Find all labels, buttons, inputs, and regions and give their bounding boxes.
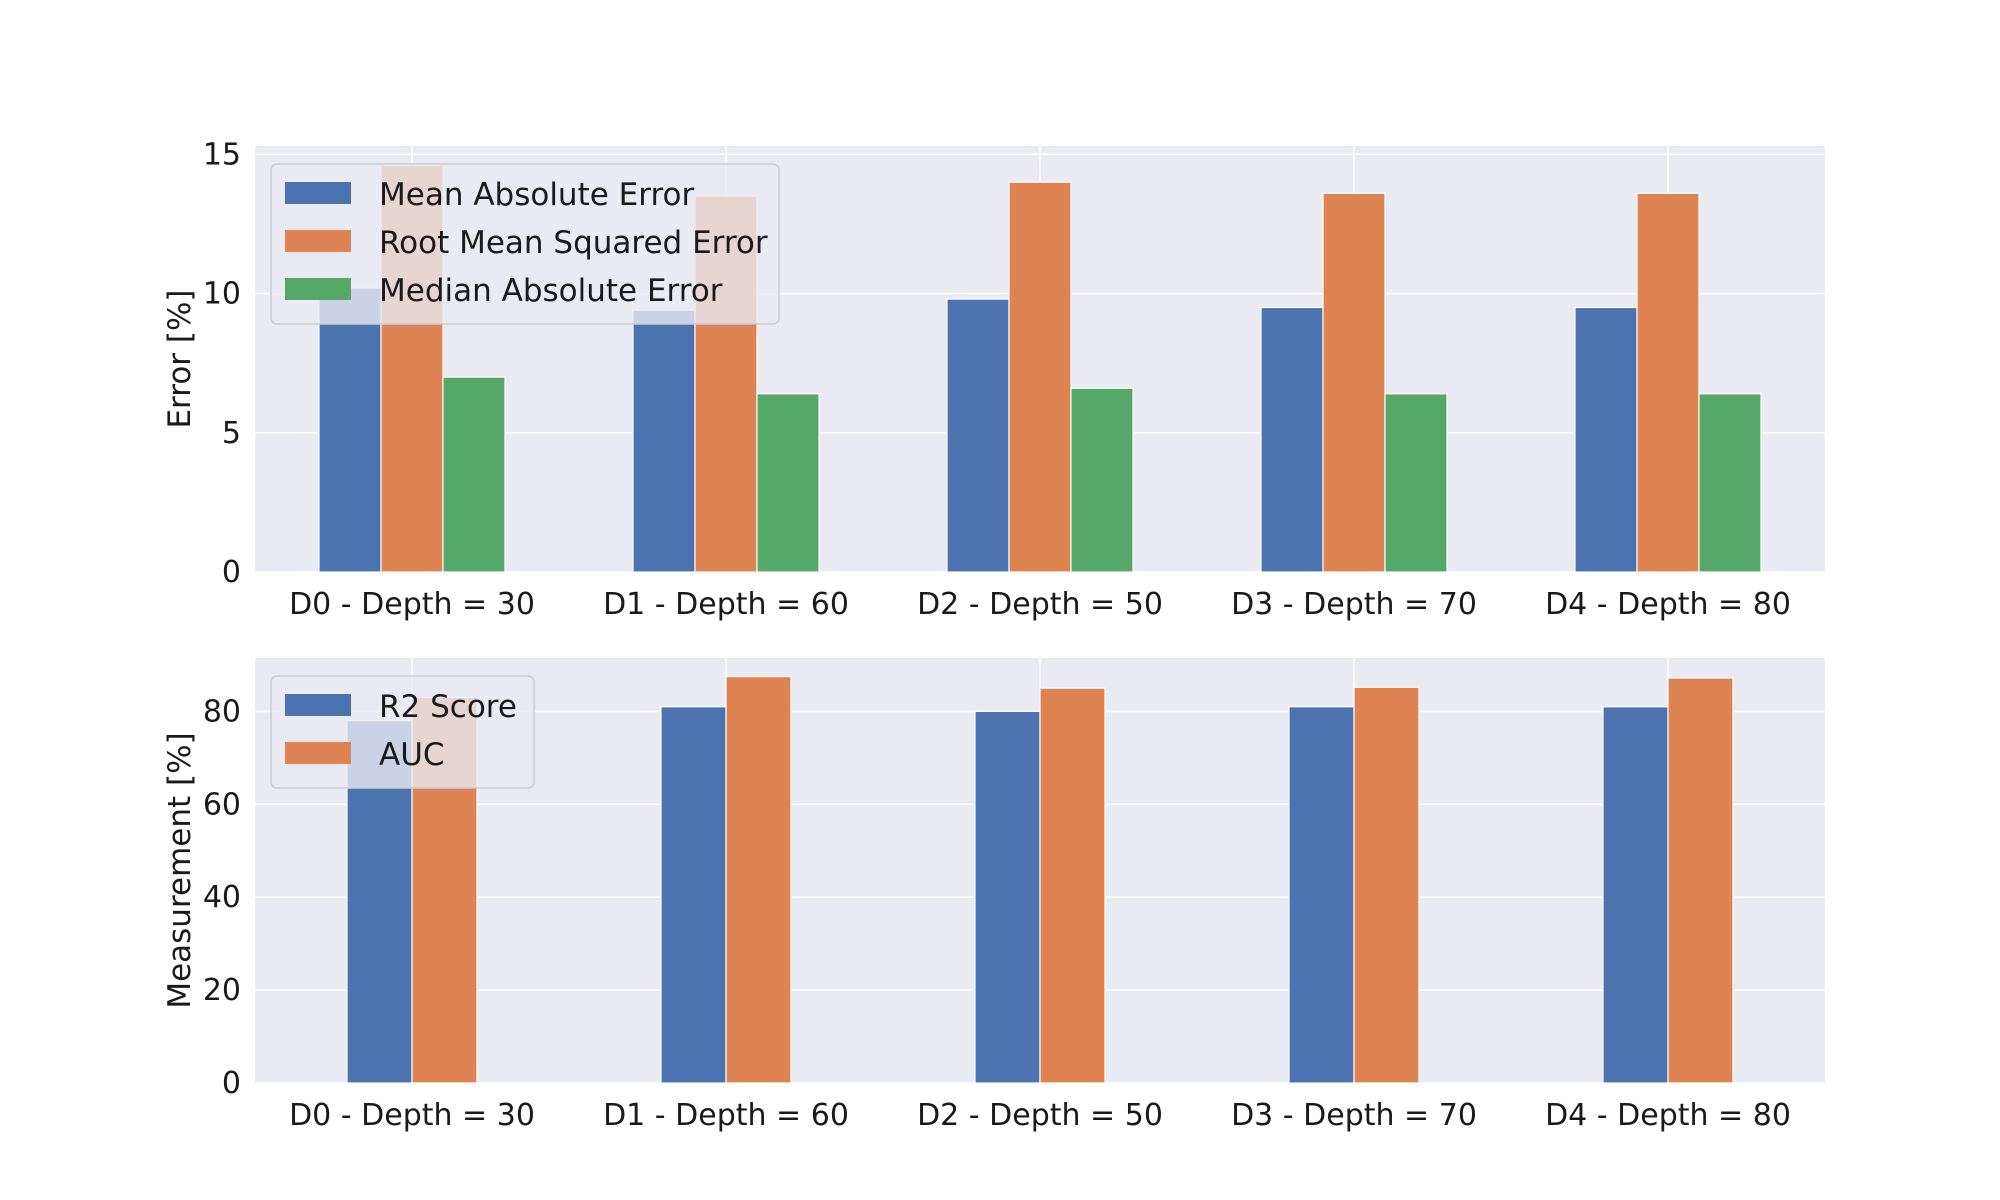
legend-box bbox=[270, 163, 780, 325]
y-tick-label: 60 bbox=[203, 787, 241, 822]
x-tick-label: D2 - Depth = 50 bbox=[917, 587, 1163, 622]
legend-swatch bbox=[285, 278, 351, 300]
x-tick-label: D4 - Depth = 80 bbox=[1545, 1098, 1791, 1133]
bar bbox=[632, 309, 696, 573]
y-axis-label: Measurement [%] bbox=[162, 732, 198, 1008]
legend-swatch bbox=[285, 742, 351, 764]
bar bbox=[318, 287, 382, 573]
bar bbox=[1574, 306, 1638, 573]
legend-label: AUC bbox=[379, 737, 445, 773]
y-tick-label: 15 bbox=[203, 137, 241, 172]
bar bbox=[1039, 687, 1106, 1084]
y-tick-label: 80 bbox=[203, 694, 241, 729]
bar bbox=[1260, 306, 1324, 573]
y-tick-label: 20 bbox=[203, 973, 241, 1008]
x-tick-label: D0 - Depth = 30 bbox=[289, 587, 535, 622]
bar bbox=[1353, 686, 1420, 1084]
x-tick-label: D2 - Depth = 50 bbox=[917, 1098, 1163, 1133]
bar bbox=[660, 706, 727, 1084]
legend-label: Mean Absolute Error bbox=[379, 177, 694, 213]
y-tick-label: 0 bbox=[222, 1066, 241, 1101]
bar bbox=[756, 393, 820, 573]
legend-swatch bbox=[285, 694, 351, 716]
y-tick-label: 40 bbox=[203, 880, 241, 915]
x-tick-label: D1 - Depth = 60 bbox=[603, 1098, 849, 1133]
x-tick-label: D1 - Depth = 60 bbox=[603, 587, 849, 622]
x-tick-label: D4 - Depth = 80 bbox=[1545, 587, 1791, 622]
bar bbox=[1636, 192, 1700, 573]
bar bbox=[1384, 393, 1448, 573]
y-tick-label: 10 bbox=[203, 277, 241, 312]
bar bbox=[725, 675, 792, 1084]
bar bbox=[1602, 706, 1669, 1084]
x-tick-label: D3 - Depth = 70 bbox=[1231, 1098, 1477, 1133]
error-chart: 0 5 10 15 D0 - Depth = 30 D1 - Depth = 60 D2 -… bbox=[162, 137, 1825, 622]
y-axis-label: Error [%] bbox=[162, 289, 198, 428]
bar bbox=[1288, 706, 1355, 1084]
bar bbox=[946, 298, 1010, 573]
bar bbox=[442, 376, 506, 573]
y-tick-label: 5 bbox=[222, 416, 241, 451]
measurement-chart: 0 20 40 60 80 D0 - Depth = 30 D1 - Depth = 60 D… bbox=[162, 658, 1825, 1133]
bar bbox=[1322, 192, 1386, 573]
legend-label: R2 Score bbox=[379, 689, 517, 725]
bar bbox=[1008, 181, 1072, 573]
x-tick-label: D0 - Depth = 30 bbox=[289, 1098, 535, 1133]
bar bbox=[1070, 387, 1134, 573]
bar bbox=[1698, 393, 1762, 573]
legend-swatch bbox=[285, 230, 351, 252]
bar bbox=[1667, 677, 1734, 1084]
bar bbox=[974, 710, 1041, 1084]
y-tick-label: 0 bbox=[222, 555, 241, 590]
legend-label: Root Mean Squared Error bbox=[379, 225, 768, 261]
legend-swatch bbox=[285, 182, 351, 204]
x-tick-label: D3 - Depth = 70 bbox=[1231, 587, 1477, 622]
legend-label: Median Absolute Error bbox=[379, 273, 723, 309]
